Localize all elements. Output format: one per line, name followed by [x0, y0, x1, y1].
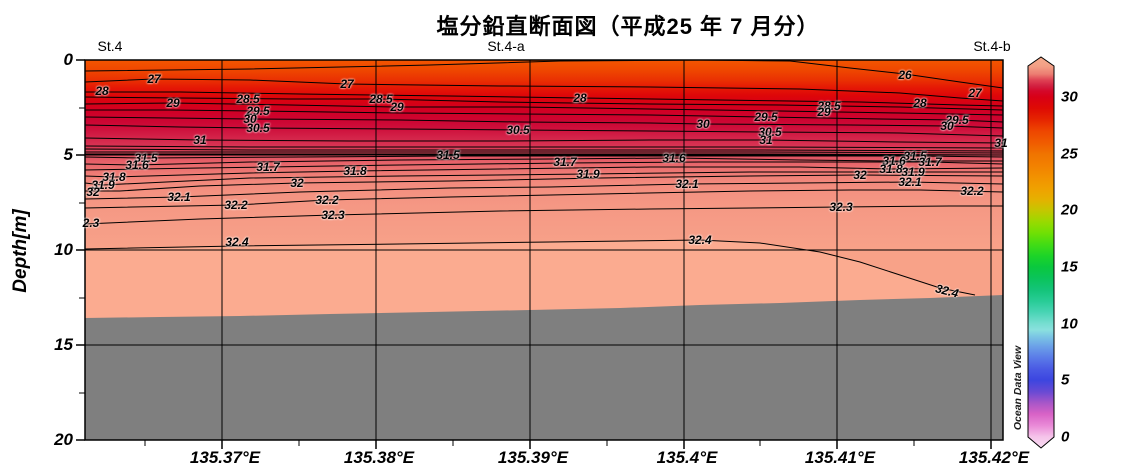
- colorbar: [1027, 56, 1055, 449]
- contour-line-31: [84, 137, 1004, 144]
- contour-line-28: [85, 91, 1004, 107]
- contour-line-32.3: [84, 205, 1003, 225]
- contour-line-31.9: [84, 171, 1003, 186]
- contour-line-30.5: [84, 124, 1004, 137]
- contour-line-minor: [84, 145, 1004, 149]
- contour-line-32.1: [84, 181, 1004, 200]
- contour-line-minor: [85, 151, 1004, 154]
- contour-line-29.5: [85, 109, 1004, 123]
- contour-line-27: [84, 78, 1004, 102]
- page-title: 塩分鉛直断面図（平成25 年 7 月分）: [436, 14, 820, 39]
- contour-line-28.5: [84, 96, 1004, 111]
- seafloor: [85, 295, 1003, 440]
- odv-watermark: Ocean Data View: [1012, 345, 1024, 431]
- contour-line-32: [85, 174, 1004, 192]
- contour-line-31.8: [84, 166, 1004, 178]
- contour-line-minor: [84, 148, 1004, 152]
- contour-line-31.7: [84, 161, 1004, 171]
- contour-line-29: [84, 102, 1004, 116]
- contour-line-32.2: [84, 189, 1004, 209]
- contour-line-minor: [85, 153, 1004, 156]
- contour-line-31.5: [84, 155, 1004, 159]
- contour-line-30: [84, 116, 1004, 129]
- contour-line-31.6: [84, 157, 1003, 166]
- contour-line-32.4: [84, 239, 976, 296]
